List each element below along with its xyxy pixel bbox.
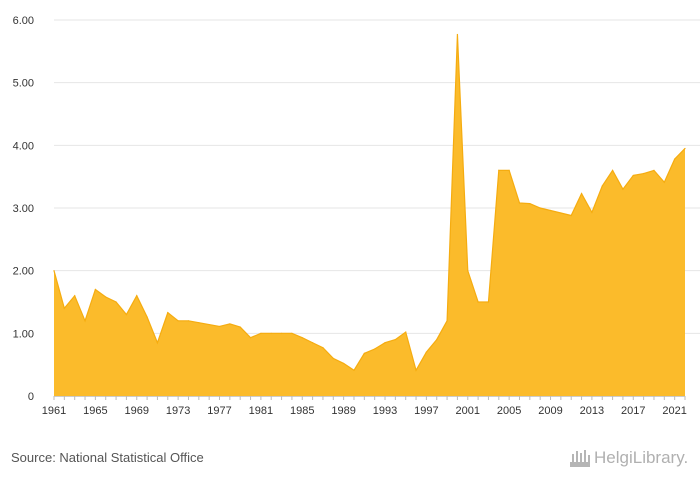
x-tick-label: 2009 [538,405,562,417]
data-point [539,207,541,209]
data-point [653,169,655,171]
data-point [446,320,448,322]
area-chart: 01.002.003.004.005.006.00 1961 1965 1969 19… [13,15,700,417]
data-point [363,352,365,354]
data-point [384,342,386,344]
data-point [374,348,376,350]
data-point [301,337,303,339]
data-point [125,313,128,316]
y-tick-label: 6.00 [13,15,34,27]
x-tick-label: 1981 [249,405,273,417]
x-tick-label: 2005 [497,405,521,417]
x-tick-label: 1965 [83,405,107,417]
data-point [332,357,334,359]
data-point [198,322,200,324]
x-tick-label: 1997 [414,405,438,417]
data-point [549,209,552,212]
x-tick-label: 2013 [580,405,604,417]
data-point [570,214,572,217]
data-point [260,332,262,334]
data-point [115,301,117,303]
y-tick-label: 4.00 [13,140,34,152]
data-point [425,351,427,353]
x-tick-label: 1985 [290,405,314,417]
area-line [53,34,686,372]
data-point [156,342,159,344]
data-point [436,339,438,341]
data-point [239,326,241,328]
x-tick-label: 1961 [42,405,66,417]
x-axis-ticks: 1961 1965 1969 1973 1977 1981 1985 1989 1993 1997… [42,396,687,417]
data-point [674,158,676,160]
data-point [663,181,665,183]
x-tick-label: 2021 [662,405,686,417]
y-tick-label: 5.00 [13,78,34,90]
data-point [343,362,345,365]
data-point [643,172,645,175]
data-point [518,202,521,204]
data-point [415,369,417,371]
x-tick-label: 1993 [373,405,397,417]
data-point [601,185,603,187]
x-tick-label: 1977 [207,405,231,417]
data-point [249,337,252,339]
data-point [167,312,169,314]
data-point [487,301,490,303]
source-note: Source: National Statistical Office [11,450,204,465]
data-point [312,342,314,344]
data-point [560,212,562,214]
data-point [63,307,65,309]
helgi-library-logo: HelgiLibrary. [568,446,694,472]
library-building-icon [570,450,590,467]
x-tick-label: 2001 [456,405,480,417]
data-point [477,301,479,303]
data-point [632,174,634,177]
x-tick-label: 1969 [125,405,149,417]
y-tick-label: 3.00 [13,203,34,215]
data-point [74,295,76,297]
data-point [684,147,686,150]
data-point [529,203,531,205]
data-point [177,320,179,322]
y-tick-label: 2.00 [13,266,34,278]
data-point [405,331,407,333]
area-series [53,33,686,397]
data-point [291,332,293,334]
data-point [580,192,583,195]
x-tick-label: 1973 [166,405,190,417]
data-point [353,369,355,371]
data-point [208,323,210,326]
data-point [229,323,231,325]
data-point [456,33,459,36]
data-point [136,295,138,297]
y-axis-ticks: 0 1.00 2.00 3.00 4.00 5.00 6.00 [13,15,34,403]
data-point [270,332,272,334]
data-point [84,320,86,322]
data-point [218,325,221,328]
data-point [498,169,500,171]
data-point [591,211,593,213]
data-point [622,188,624,190]
data-point [280,332,283,334]
data-point [53,270,55,272]
logo-text: HelgiLibrary. [594,448,689,467]
data-point [105,296,107,298]
data-point [322,347,324,349]
y-tick-label: 1.00 [13,328,34,340]
data-point [508,169,510,171]
x-tick-label: 2017 [621,405,645,417]
data-point [187,320,190,322]
y-tick-label: 0 [28,391,34,403]
data-point [394,339,396,341]
data-point [611,169,614,171]
area-fill [54,34,685,397]
data-point [467,270,469,272]
x-tick-label: 1989 [331,405,355,417]
data-point [146,316,148,318]
data-point [94,288,96,291]
